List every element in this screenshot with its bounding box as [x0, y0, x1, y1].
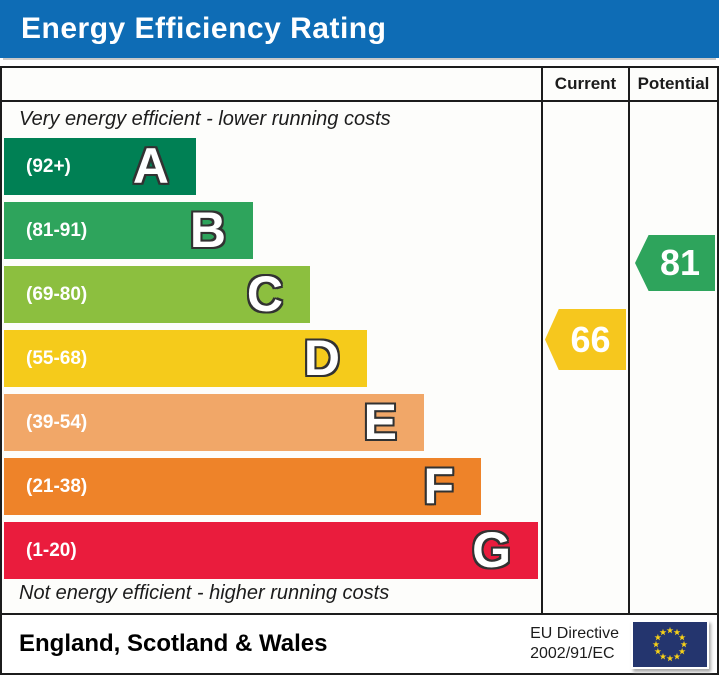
band-g-range: (1-20) [26, 539, 77, 561]
band-b: (81-91) B [4, 202, 253, 259]
eu-directive-line2: 2002/91/EC [530, 645, 615, 662]
current-column-header: Current [554, 74, 617, 93]
eu-directive-line1: EU Directive [530, 625, 619, 642]
current-column-divider [541, 68, 543, 613]
rating-table: Current Potential Very energy efficient … [0, 66, 719, 615]
title-banner: Energy Efficiency Rating [0, 0, 719, 58]
band-b-letter: B [189, 202, 226, 258]
eu-flag-icon [631, 619, 709, 669]
band-f-range: (21-38) [26, 475, 88, 497]
band-a-letter: A [132, 138, 169, 194]
page-title: Energy Efficiency Rating [21, 12, 387, 45]
region-label: England, Scotland & Wales [19, 630, 328, 657]
band-a: (92+) A [4, 138, 196, 195]
eu-directive-label: EU Directive 2002/91/EC [530, 624, 619, 664]
band-g-letter: G [472, 522, 511, 578]
band-d-range: (55-68) [26, 347, 88, 369]
band-e-letter: E [363, 394, 397, 450]
band-e-range: (39-54) [26, 411, 88, 433]
band-a-range: (92+) [26, 155, 71, 177]
band-c-letter: C [246, 266, 283, 322]
band-f-letter: F [423, 458, 454, 514]
band-g: (1-20) G [4, 522, 538, 579]
bottom-caption: Not energy efficient - higher running co… [19, 582, 390, 604]
potential-column-divider [628, 68, 630, 613]
potential-column-header: Potential [637, 74, 710, 93]
current-rating-value: 66 [570, 318, 611, 360]
potential-rating-value: 81 [659, 242, 701, 283]
band-b-range: (81-91) [26, 219, 88, 241]
footer: England, Scotland & Wales EU Directive 2… [0, 613, 719, 675]
current-rating-pointer: 66 [545, 309, 626, 370]
band-c: (69-80) C [4, 266, 310, 323]
band-f: (21-38) F [4, 458, 481, 515]
potential-rating-pointer: 81 [635, 235, 715, 291]
band-d: (55-68) D [4, 330, 367, 387]
top-caption: Very energy efficient - lower running co… [19, 108, 391, 130]
band-c-range: (69-80) [26, 283, 88, 305]
header-divider [2, 100, 717, 102]
band-d-letter: D [303, 330, 340, 386]
band-e: (39-54) E [4, 394, 424, 451]
